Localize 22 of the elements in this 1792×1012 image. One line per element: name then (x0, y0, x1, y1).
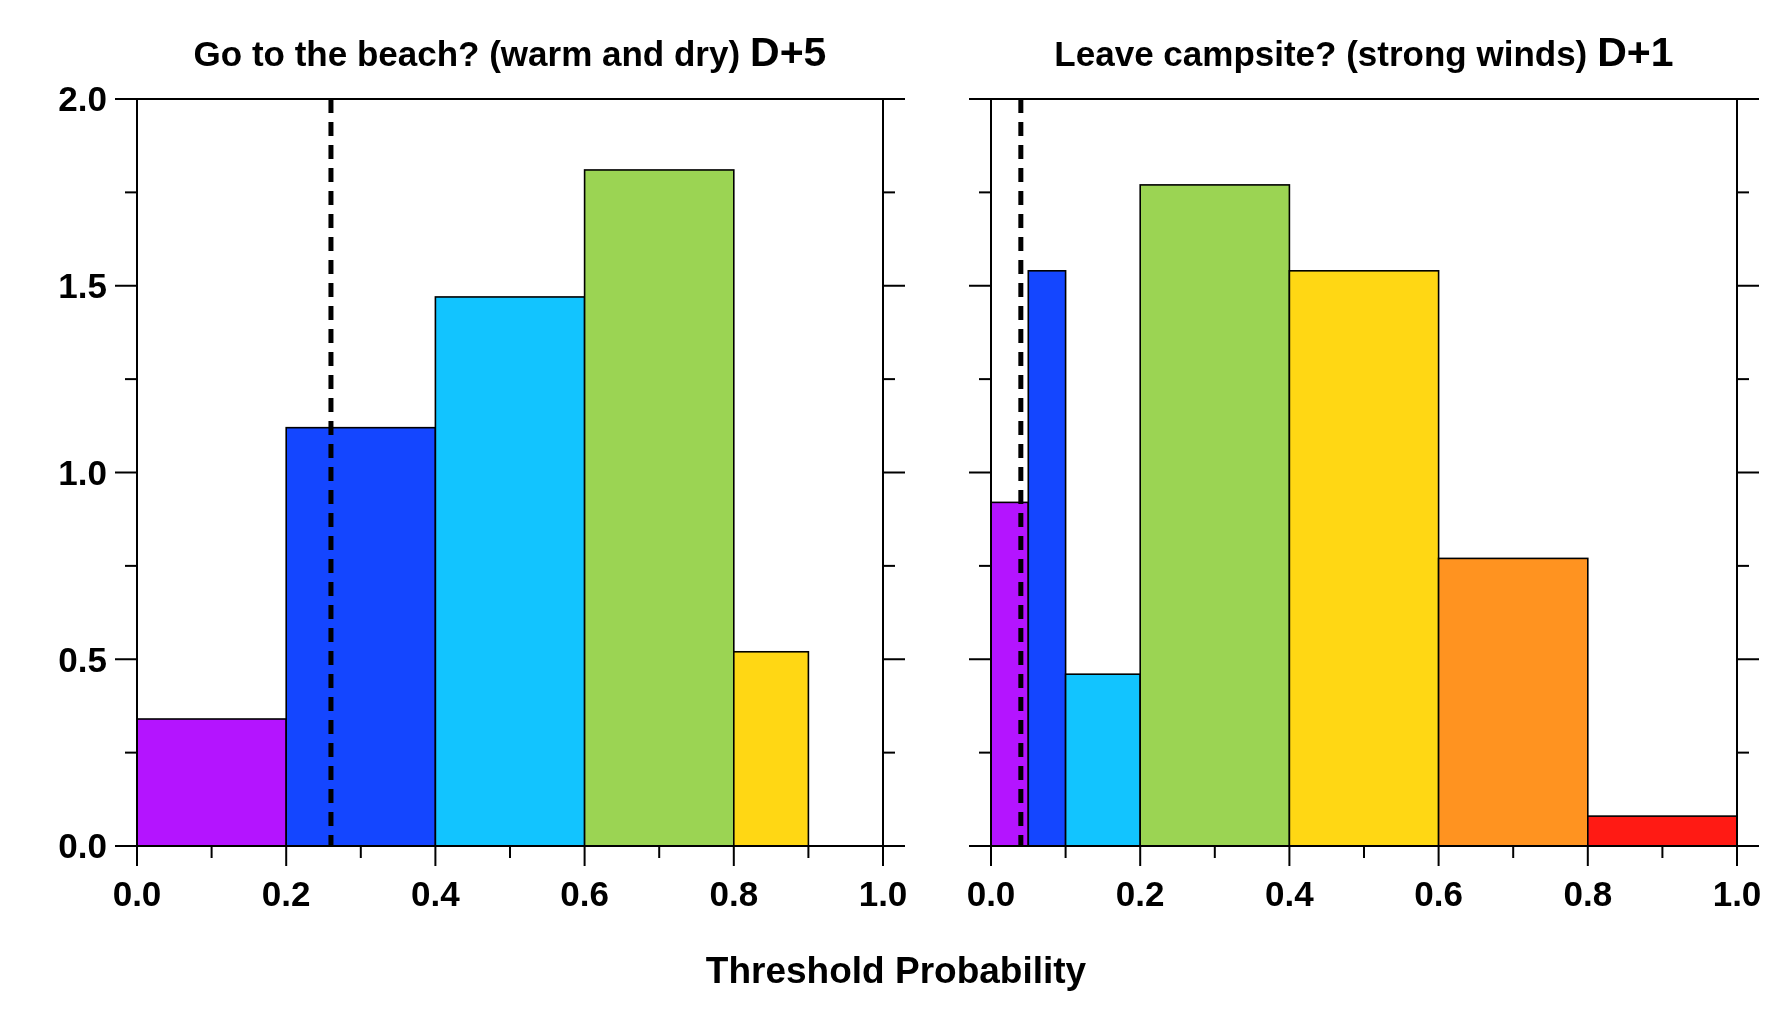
y-tick-label: 2.0 (58, 79, 107, 119)
x-tick-label: 0.8 (709, 874, 759, 913)
x-tick-label: 1.0 (858, 874, 908, 913)
chart-subtitle: D+1 (1597, 29, 1674, 75)
y-tick-label: 0.0 (58, 826, 107, 866)
x-tick-label: 0.8 (1563, 874, 1613, 913)
y-tick-label: 1.0 (58, 452, 107, 492)
x-tick-label: 0.6 (560, 874, 609, 913)
x-tick-label: 0.4 (411, 874, 461, 913)
chart-title: Go to the beach? (warm and dry) (193, 34, 741, 73)
x-tick-label: 0.2 (261, 874, 311, 913)
x-tick-label: 0.0 (966, 874, 1016, 913)
x-tick-label: 1.0 (1712, 874, 1762, 913)
chart-title: Leave campsite? (strong winds) (1054, 34, 1588, 73)
chart-subtitle: D+5 (750, 29, 827, 75)
y-tick-label: 0.5 (58, 639, 107, 679)
x-axis-title: Threshold Probability (705, 950, 1087, 991)
x-tick-label: 0.0 (112, 874, 162, 913)
x-tick-label: 0.2 (1115, 874, 1165, 913)
x-tick-label: 0.4 (1265, 874, 1315, 913)
y-tick-label: 1.5 (58, 266, 107, 305)
x-tick-label: 0.6 (1414, 874, 1463, 913)
